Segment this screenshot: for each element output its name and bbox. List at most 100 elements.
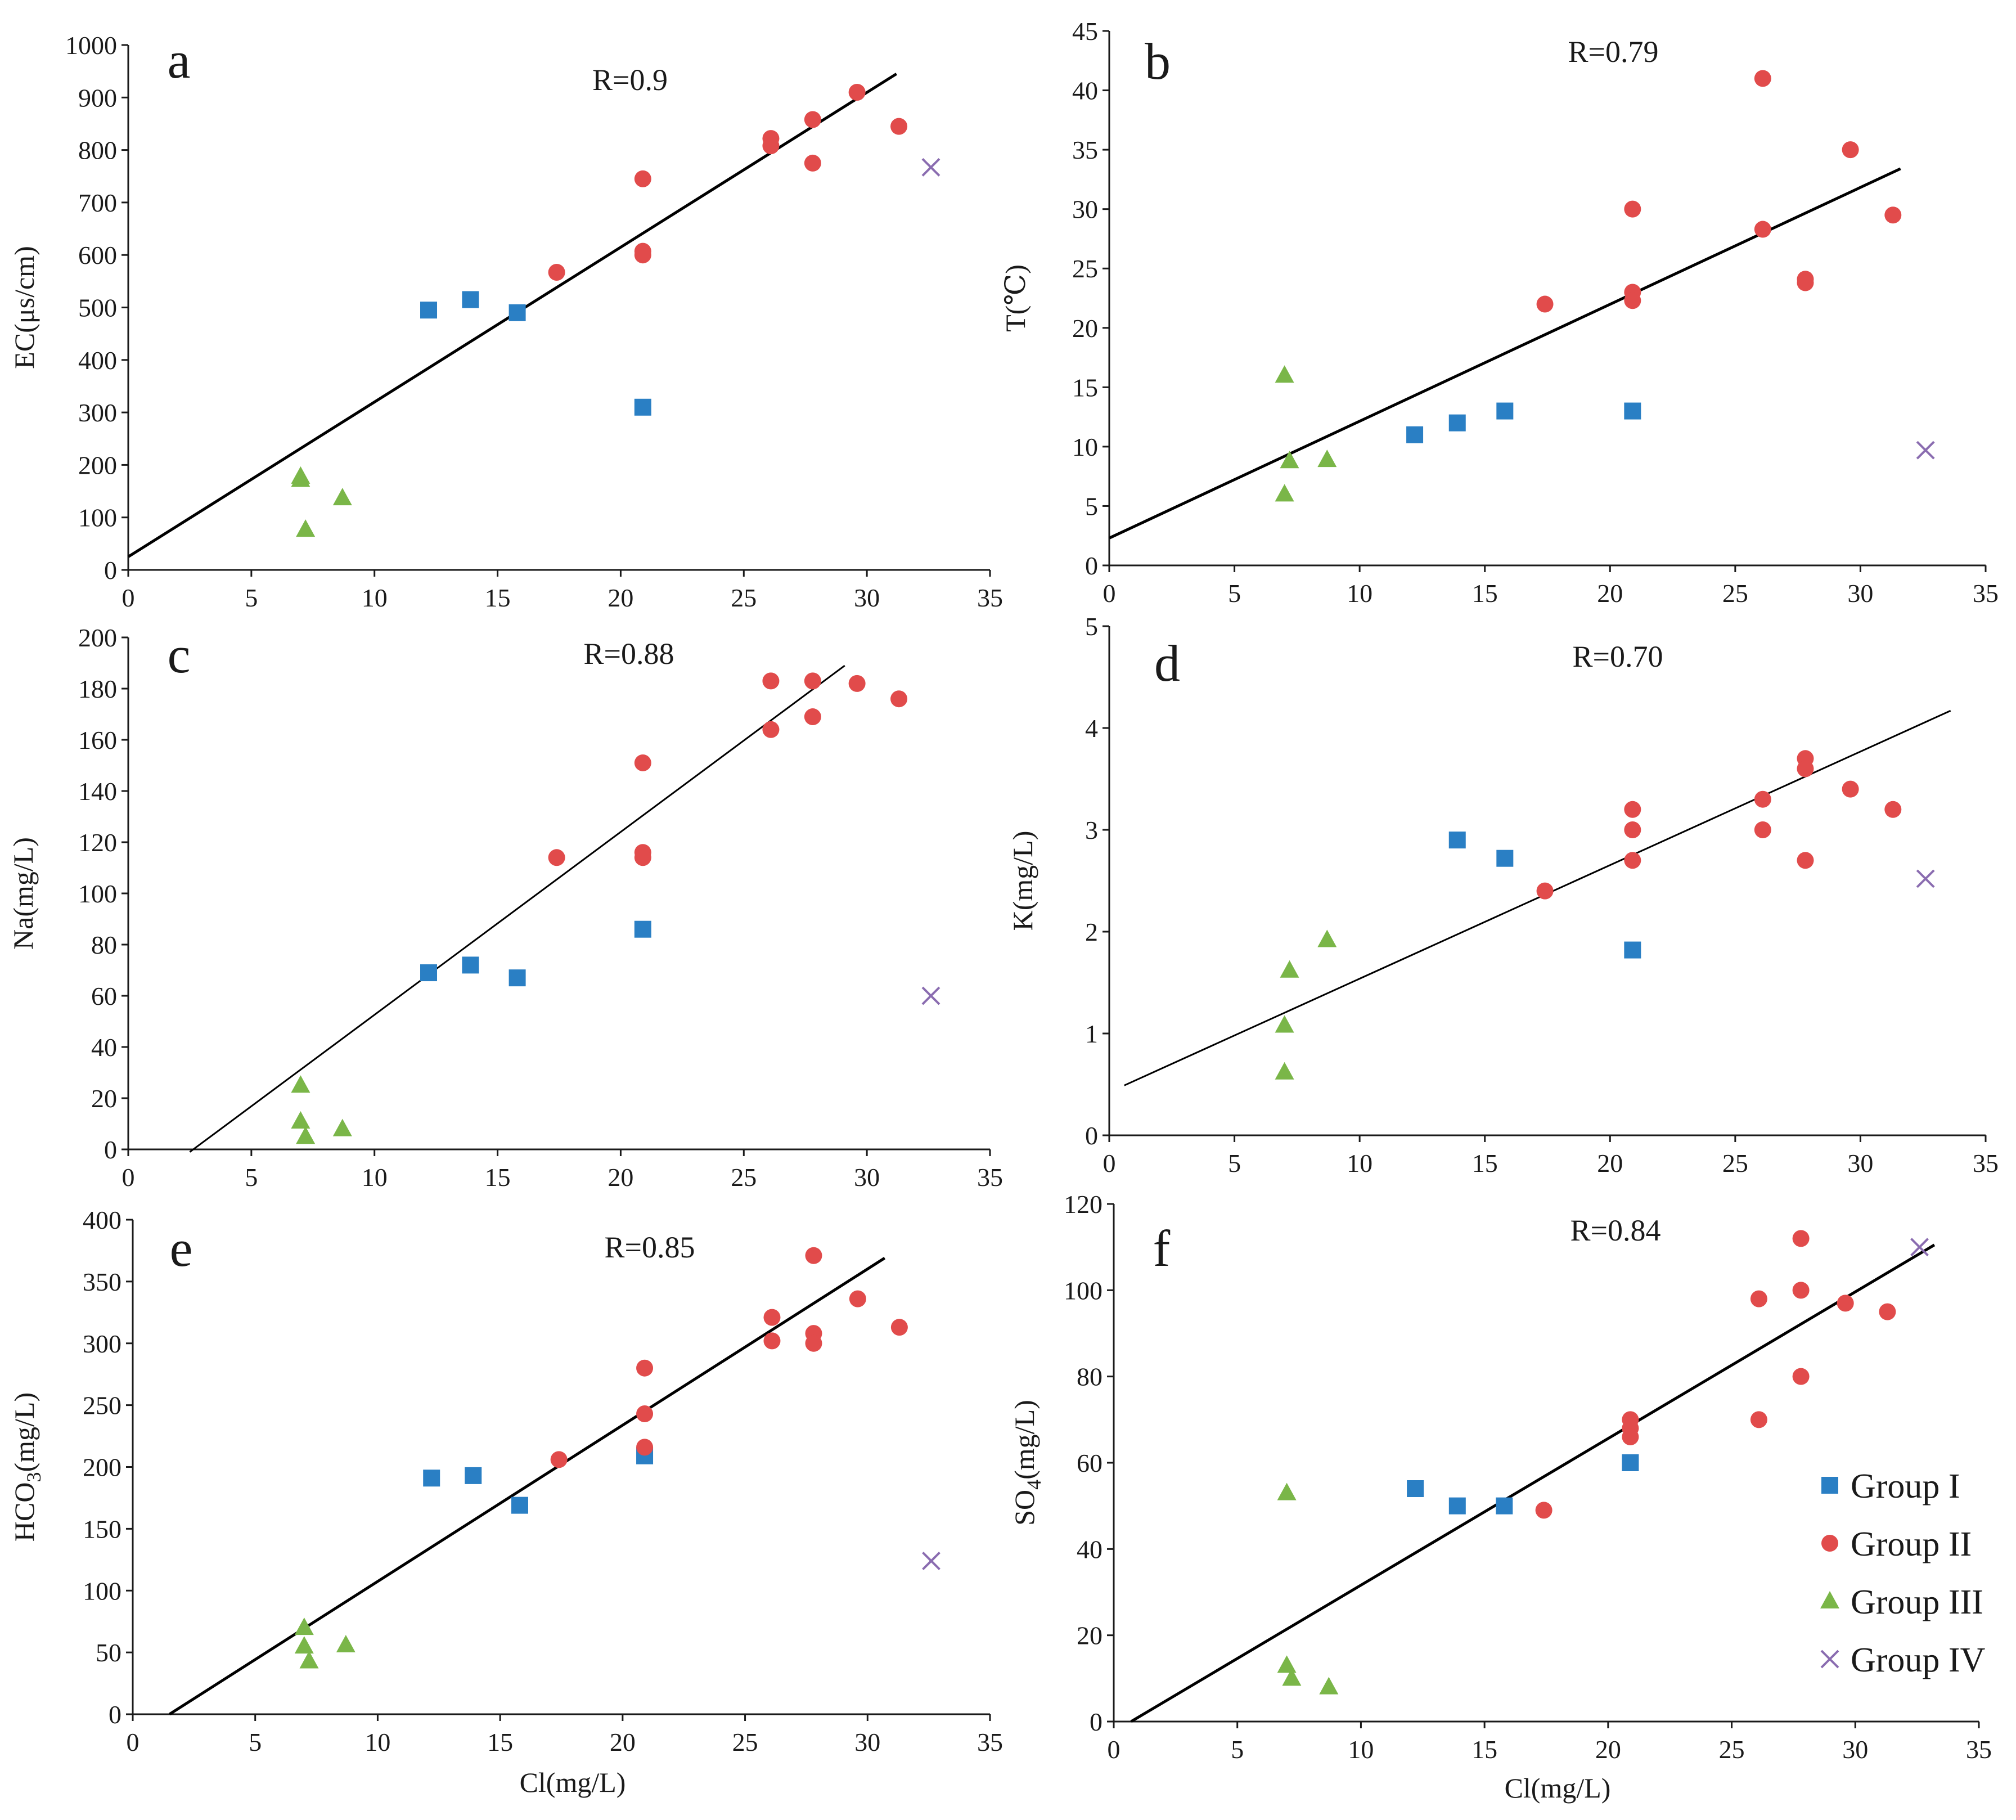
data-point: [1624, 821, 1641, 838]
data-point: [890, 118, 908, 135]
series-group-iv-f: [1910, 1238, 1929, 1257]
data-point: [420, 302, 438, 319]
series-group-iii-e: [294, 1617, 356, 1669]
y-tick-label-c: 0: [104, 1135, 117, 1164]
series-group-iii-f: [1277, 1482, 1339, 1695]
data-point: [762, 672, 780, 690]
legend-item: Group III: [1820, 1583, 1983, 1621]
x-tick-label-b: 5: [1228, 579, 1241, 608]
data-point: [1842, 780, 1859, 798]
data-point: [1624, 200, 1641, 218]
y-tick-label-f: 120: [1064, 1190, 1102, 1219]
data-point: [294, 1636, 314, 1654]
panel-a: 0 100 200 300 400 500 600 700 800 900 1000 0 5 10 15 20…: [8, 31, 1003, 612]
data-point: [922, 1552, 940, 1570]
data-point: [636, 1359, 654, 1377]
y-tick-label-d: 2: [1085, 918, 1098, 946]
r-value-label-b: R=0.79: [1568, 35, 1659, 69]
x-tick-label-c: 15: [485, 1163, 511, 1192]
x-tick-label-f: 0: [1108, 1735, 1120, 1764]
y-tick-label-b: 40: [1072, 77, 1098, 105]
x-tick-label-a: 30: [854, 583, 880, 612]
y-tick-label-a: 0: [104, 556, 117, 585]
data-point: [1317, 450, 1337, 468]
data-point: [804, 154, 821, 172]
data-point: [634, 398, 651, 416]
y-tick-label-e: 150: [83, 1515, 122, 1543]
legend-label: Group IV: [1851, 1641, 1986, 1679]
y-tick-label-d: 1: [1085, 1019, 1098, 1048]
y-tick-label-a: 200: [78, 451, 117, 479]
y-tick-label-b: 15: [1072, 373, 1098, 402]
y-tick-label-e: 400: [83, 1206, 122, 1234]
data-point: [1448, 832, 1466, 849]
x-axis-title-f: Cl(mg/L): [1505, 1772, 1611, 1804]
series-group-iv-a: [921, 158, 940, 177]
x-tick-label-f: 20: [1595, 1735, 1621, 1764]
x-tick-label-b: 30: [1847, 579, 1873, 608]
data-point: [1792, 1368, 1810, 1385]
series-group-iii-c: [291, 1075, 352, 1144]
x-tick-label-f: 15: [1472, 1735, 1497, 1764]
y-tick-label-d: 5: [1085, 612, 1098, 641]
data-point: [921, 158, 940, 177]
y-tick-label-c: 120: [78, 828, 117, 857]
series-group-ii-d: [1536, 750, 1902, 900]
data-point: [1884, 801, 1902, 818]
x-tick-label-a: 10: [362, 583, 388, 612]
data-point: [1624, 292, 1641, 309]
data-point: [804, 111, 821, 128]
y-tick-label-b: 0: [1085, 551, 1098, 580]
data-point: [1280, 451, 1299, 469]
x-tick-label-c: 5: [245, 1163, 258, 1192]
r-value-label-e: R=0.85: [605, 1230, 695, 1264]
trendline-b: [1108, 167, 1901, 540]
data-point: [634, 754, 651, 771]
legend-marker: [1820, 1591, 1839, 1608]
y-tick-label-e: 300: [83, 1329, 122, 1358]
legend-marker: [1821, 1535, 1838, 1552]
y-tick-label-b: 35: [1072, 136, 1098, 164]
data-point: [291, 1075, 310, 1093]
trendline-c: [189, 664, 845, 1153]
x-tick-label-c: 25: [731, 1163, 757, 1192]
x-tick-label-b: 15: [1472, 579, 1498, 608]
data-point: [1910, 1238, 1929, 1257]
r-value-label-a: R=0.9: [592, 63, 668, 97]
data-point: [1535, 1502, 1552, 1519]
data-point: [294, 1617, 314, 1635]
data-point: [1496, 850, 1514, 867]
legend-marker: [1820, 1650, 1839, 1669]
series-group-iii-b: [1275, 365, 1337, 502]
legend-label: Group III: [1851, 1583, 1983, 1621]
data-point: [1277, 1655, 1297, 1673]
y-tick-label-f: 60: [1077, 1449, 1102, 1477]
y-tick-label-c: 60: [91, 982, 117, 1010]
data-point: [1624, 801, 1641, 818]
x-tick-label-d: 20: [1597, 1149, 1623, 1178]
x-tick-label-b: 20: [1597, 579, 1623, 608]
x-tick-label-d: 10: [1347, 1149, 1372, 1178]
x-tick-label-d: 30: [1847, 1149, 1873, 1178]
y-tick-label-c: 40: [91, 1033, 117, 1062]
y-tick-label-e: 350: [83, 1268, 122, 1296]
panel-letter-d: d: [1154, 635, 1180, 692]
r-value-label-f: R=0.84: [1570, 1214, 1661, 1247]
series-group-i-c: [420, 920, 651, 987]
data-point: [848, 83, 866, 101]
data-point: [1754, 221, 1771, 238]
y-tick-label-a: 1000: [65, 31, 117, 60]
data-point: [763, 1309, 781, 1326]
y-tick-label-d: 0: [1085, 1121, 1098, 1150]
y-tick-label-e: 50: [96, 1638, 122, 1667]
data-point: [550, 1451, 568, 1468]
legend-marker: [1821, 1477, 1838, 1494]
data-point: [1754, 821, 1771, 838]
data-point: [1317, 929, 1337, 947]
panel-c: 0 20 40 60 80 100 120 140 160 180 200 0 5 10 15 20 25 30 3…: [7, 623, 1003, 1192]
data-point: [548, 263, 565, 281]
x-tick-label-c: 30: [854, 1163, 880, 1192]
legend-item: Group I: [1821, 1467, 1960, 1506]
data-point-stroke-b: [1916, 441, 1935, 460]
